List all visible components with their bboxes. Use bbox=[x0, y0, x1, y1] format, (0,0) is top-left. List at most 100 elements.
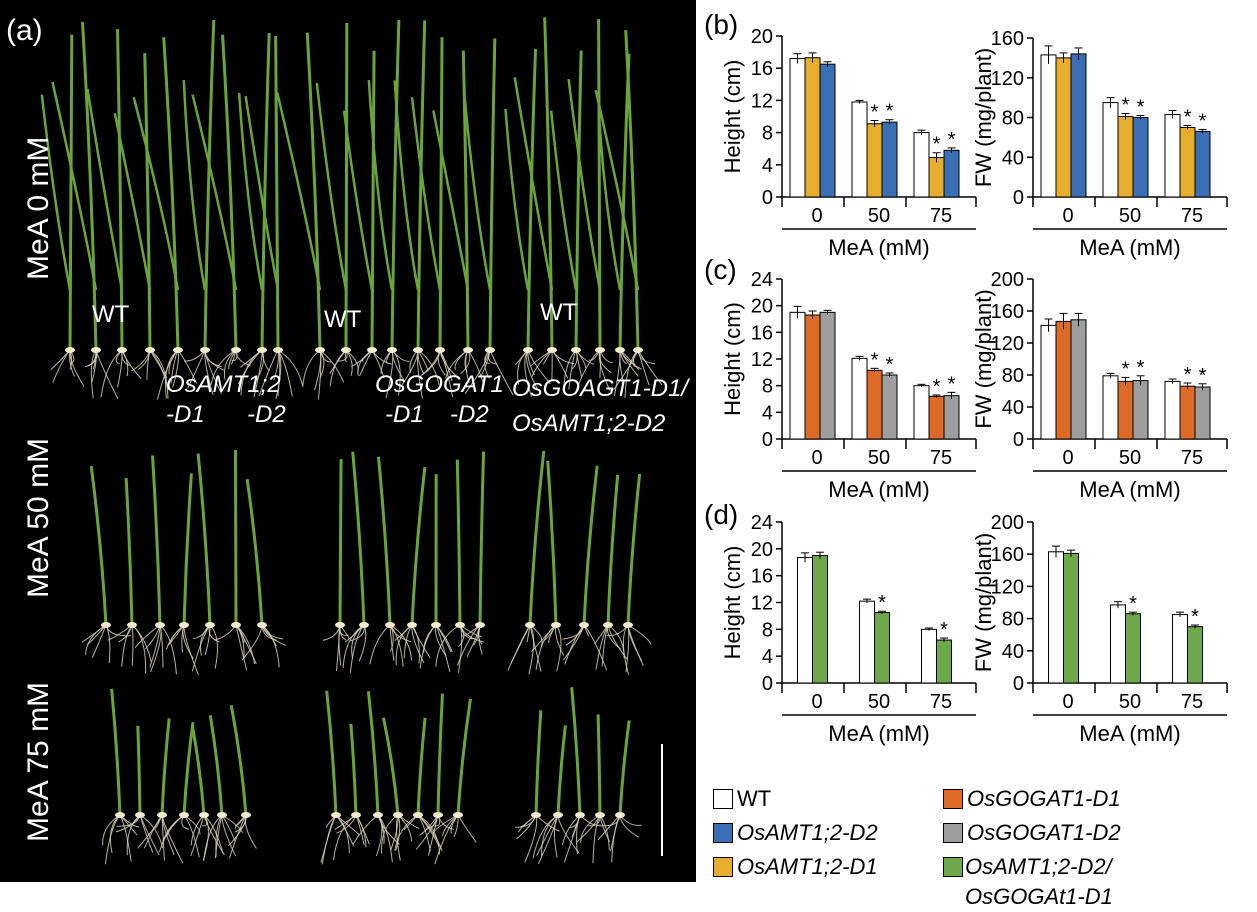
bar bbox=[1180, 127, 1195, 197]
legend-item-osamt-d1: OsAMT1;2-D1 bbox=[713, 852, 878, 882]
y-tick-label: 80 bbox=[1002, 609, 1024, 631]
y-tick-label: 12 bbox=[751, 349, 773, 371]
significance-marker: * bbox=[1184, 364, 1192, 386]
bar bbox=[914, 386, 929, 439]
significance-marker: * bbox=[948, 129, 956, 151]
y-tick-label: 200 bbox=[991, 269, 1024, 291]
legend-label-osamt-d2: OsAMT1;2-D2 bbox=[737, 820, 878, 846]
x-axis-label: MeA (mM) bbox=[1079, 235, 1180, 260]
x-tick-label: 0 bbox=[1062, 447, 1073, 469]
bar bbox=[1126, 614, 1141, 683]
significance-marker: * bbox=[1137, 97, 1145, 119]
bar bbox=[1118, 381, 1133, 439]
y-tick-label: 80 bbox=[1002, 108, 1024, 130]
significance-marker: * bbox=[1129, 593, 1137, 615]
panel-label-d: (d) bbox=[704, 499, 738, 530]
x-tick-label: 0 bbox=[1062, 205, 1073, 227]
x-axis-label: MeA (mM) bbox=[1079, 721, 1180, 746]
bar bbox=[1180, 386, 1195, 439]
x-axis-label: MeA (mM) bbox=[828, 235, 929, 260]
significance-marker: * bbox=[886, 101, 894, 123]
x-tick-label: 75 bbox=[930, 447, 952, 469]
y-axis-label: FW (mg/plant) bbox=[971, 533, 996, 672]
y-tick-label: 16 bbox=[751, 566, 773, 588]
legend-swatch-osgogat-d1 bbox=[943, 789, 963, 809]
bar bbox=[1173, 615, 1188, 683]
legend-label-double-line2: OsGOGAt1-D1 bbox=[965, 882, 1113, 912]
legend-swatch-wt bbox=[713, 789, 733, 809]
x-tick-label: 50 bbox=[1119, 205, 1141, 227]
bar bbox=[867, 370, 882, 439]
bar bbox=[867, 124, 882, 197]
bar bbox=[813, 556, 828, 683]
bar bbox=[929, 396, 944, 439]
y-tick-label: 16 bbox=[751, 322, 773, 344]
y-tick-label: 4 bbox=[762, 402, 773, 424]
y-tick-label: 200 bbox=[991, 512, 1024, 534]
y-tick-label: 20 bbox=[751, 26, 773, 48]
bar bbox=[929, 158, 944, 197]
bar bbox=[1133, 381, 1148, 439]
y-tick-label: 8 bbox=[762, 619, 773, 641]
x-tick-label: 0 bbox=[811, 205, 822, 227]
significance-marker: * bbox=[1122, 95, 1130, 117]
bar bbox=[875, 613, 890, 683]
bar bbox=[1071, 320, 1086, 439]
bar bbox=[882, 375, 897, 439]
bar bbox=[922, 629, 937, 683]
panel-label-b: (b) bbox=[704, 9, 738, 40]
x-tick-label: 0 bbox=[1062, 691, 1073, 713]
significance-marker: * bbox=[1137, 357, 1145, 379]
bar bbox=[805, 315, 820, 439]
bar bbox=[882, 122, 897, 197]
legend-item-osamt-d2: OsAMT1;2-D2 bbox=[713, 818, 878, 848]
bar bbox=[1071, 54, 1086, 197]
x-axis-label: MeA (mM) bbox=[1079, 477, 1180, 502]
x-tick-label: 50 bbox=[868, 691, 890, 713]
significance-marker: * bbox=[886, 354, 894, 376]
y-tick-label: 12 bbox=[751, 90, 773, 112]
bar bbox=[1056, 58, 1071, 197]
bar bbox=[1103, 376, 1118, 439]
x-tick-label: 75 bbox=[1181, 447, 1203, 469]
bar bbox=[937, 640, 952, 683]
bar bbox=[805, 58, 820, 197]
significance-marker: * bbox=[1184, 106, 1192, 128]
y-tick-label: 24 bbox=[751, 269, 773, 291]
bar bbox=[944, 396, 959, 439]
significance-marker: * bbox=[878, 592, 886, 614]
bar bbox=[798, 558, 813, 683]
y-tick-label: 0 bbox=[762, 673, 773, 695]
y-tick-label: 40 bbox=[1002, 147, 1024, 169]
x-tick-label: 75 bbox=[1181, 205, 1203, 227]
significance-marker: * bbox=[871, 102, 879, 124]
significance-marker: * bbox=[1191, 606, 1199, 628]
bar bbox=[1049, 552, 1064, 683]
bar bbox=[1111, 605, 1126, 683]
y-tick-label: 80 bbox=[1002, 365, 1024, 387]
y-tick-label: 20 bbox=[751, 296, 773, 318]
significance-marker: * bbox=[940, 619, 948, 641]
y-tick-label: 0 bbox=[762, 187, 773, 209]
bar bbox=[1133, 118, 1148, 198]
y-tick-label: 16 bbox=[751, 58, 773, 80]
x-tick-label: 50 bbox=[1119, 691, 1141, 713]
y-tick-label: 160 bbox=[991, 28, 1024, 50]
significance-marker: * bbox=[1122, 358, 1130, 380]
significance-marker: * bbox=[1199, 365, 1207, 387]
bar bbox=[1056, 321, 1071, 439]
bar bbox=[1118, 117, 1133, 197]
x-tick-label: 75 bbox=[930, 691, 952, 713]
legend-label-osgogat-d1: OsGOGAT1-D1 bbox=[967, 786, 1121, 812]
legend-swatch-double bbox=[943, 857, 963, 877]
bar bbox=[1188, 627, 1203, 683]
bar bbox=[852, 358, 867, 439]
y-tick-label: 20 bbox=[751, 539, 773, 561]
y-tick-label: 8 bbox=[762, 123, 773, 145]
y-axis-label: Height (cm) bbox=[720, 60, 745, 174]
y-tick-label: 0 bbox=[1013, 429, 1024, 451]
